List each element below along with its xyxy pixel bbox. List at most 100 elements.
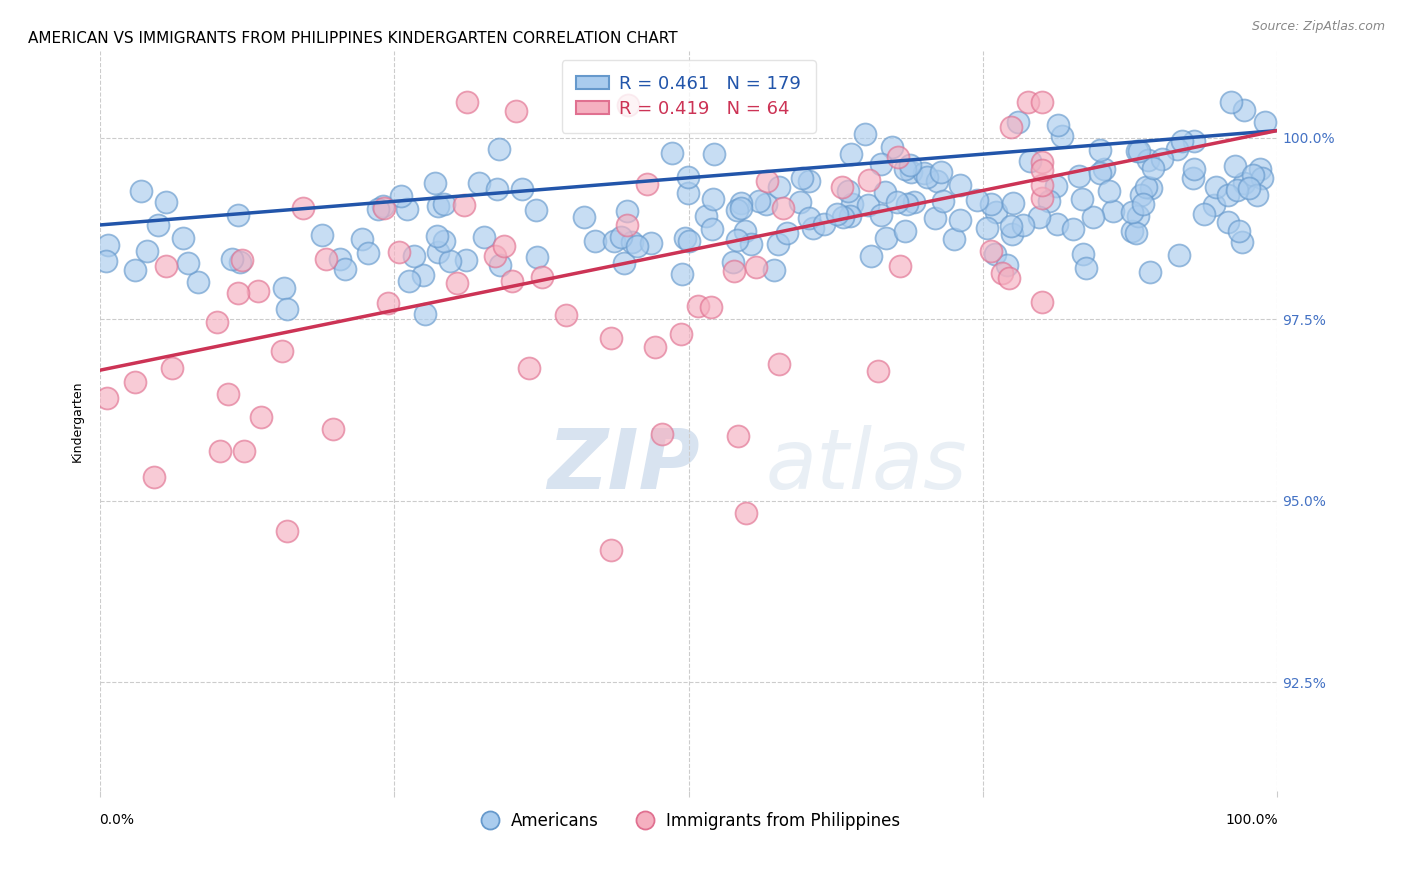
Point [1135, 180, 1157, 194]
Point [472, 229, 495, 244]
Point [250, 410, 273, 425]
Point [446, 276, 468, 290]
Point [1007, 115, 1029, 129]
Point [789, 195, 811, 210]
Point [640, 236, 662, 251]
Point [329, 252, 352, 267]
Point [1088, 166, 1111, 180]
Point [790, 171, 813, 186]
Point [839, 147, 862, 161]
Point [727, 429, 749, 443]
Point [676, 186, 699, 201]
Point [389, 188, 412, 202]
Point [772, 201, 794, 215]
Point [676, 169, 699, 184]
Point [1192, 207, 1215, 221]
Point [1182, 162, 1205, 177]
Point [271, 343, 294, 358]
Point [799, 174, 821, 188]
Point [1184, 134, 1206, 148]
Point [886, 194, 908, 209]
Point [755, 174, 778, 188]
Point [526, 250, 548, 264]
Point [688, 299, 710, 313]
Point [377, 296, 399, 310]
Point [855, 128, 877, 142]
Text: 0.0%: 0.0% [98, 814, 134, 827]
Point [1121, 224, 1143, 238]
Point [1031, 191, 1053, 205]
Point [832, 210, 855, 224]
Point [702, 222, 724, 236]
Point [723, 264, 745, 278]
Point [671, 267, 693, 281]
Point [388, 244, 411, 259]
Point [875, 231, 897, 245]
Point [228, 254, 250, 268]
Legend: Americans, Immigrants from Philippines: Americans, Immigrants from Philippines [471, 805, 907, 837]
Point [616, 218, 638, 232]
Point [97, 237, 120, 252]
Point [801, 221, 824, 235]
Point [1249, 162, 1271, 177]
Point [841, 197, 863, 211]
Point [1017, 95, 1039, 109]
Point [703, 147, 725, 161]
Point [1000, 219, 1022, 234]
Point [730, 196, 752, 211]
Point [768, 357, 790, 371]
Point [426, 244, 449, 259]
Point [1031, 178, 1053, 193]
Point [856, 198, 879, 212]
Point [572, 211, 595, 225]
Point [889, 259, 911, 273]
Point [932, 194, 955, 208]
Point [232, 444, 254, 458]
Point [221, 252, 243, 266]
Text: AMERICAN VS IMMIGRANTS FROM PHILIPPINES KINDERGARTEN CORRELATION CHART: AMERICAN VS IMMIGRANTS FROM PHILIPPINES … [28, 31, 678, 46]
Point [799, 211, 821, 225]
Point [1128, 144, 1150, 158]
Point [333, 261, 356, 276]
Point [1031, 162, 1053, 177]
Point [231, 253, 253, 268]
Point [1050, 128, 1073, 143]
Point [1251, 171, 1274, 186]
Point [1219, 95, 1241, 109]
Point [433, 196, 456, 211]
Point [748, 194, 770, 209]
Point [1011, 219, 1033, 233]
Point [524, 203, 547, 218]
Point [1140, 181, 1163, 195]
Point [396, 202, 419, 216]
Point [636, 178, 658, 192]
Point [1031, 294, 1053, 309]
Point [217, 386, 239, 401]
Point [1205, 180, 1227, 194]
Point [1254, 115, 1277, 129]
Point [1226, 183, 1249, 197]
Point [486, 182, 509, 196]
Point [721, 255, 744, 269]
Point [700, 301, 723, 315]
Point [1046, 217, 1069, 231]
Point [626, 238, 648, 252]
Point [1028, 211, 1050, 225]
Point [512, 182, 534, 196]
Point [398, 274, 420, 288]
Point [315, 252, 337, 267]
Point [1126, 210, 1149, 224]
Point [1062, 222, 1084, 236]
Point [600, 543, 623, 558]
Point [1019, 153, 1042, 168]
Point [673, 231, 696, 245]
Point [292, 202, 315, 216]
Point [187, 275, 209, 289]
Point [755, 197, 778, 211]
Point [1126, 144, 1149, 158]
Text: Source: ZipAtlas.com: Source: ZipAtlas.com [1251, 20, 1385, 33]
Point [423, 176, 446, 190]
Point [868, 364, 890, 378]
Point [980, 197, 1002, 211]
Point [273, 281, 295, 295]
